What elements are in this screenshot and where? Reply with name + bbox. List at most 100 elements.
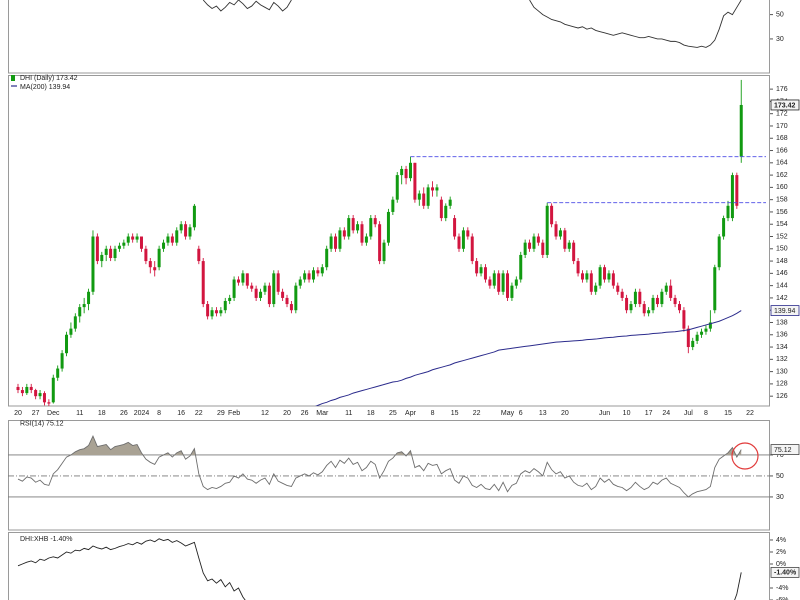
panel-frame bbox=[8, 0, 770, 74]
candle-body bbox=[38, 393, 42, 397]
candle-body bbox=[360, 224, 364, 243]
candle-body bbox=[47, 402, 51, 404]
candle-body bbox=[378, 224, 382, 262]
x-tick-label: 15 bbox=[451, 410, 459, 417]
candle-body bbox=[206, 304, 210, 317]
panel bbox=[16, 79, 766, 406]
candle-body bbox=[285, 297, 289, 305]
candle-body bbox=[589, 273, 593, 292]
x-tick-label: 10 bbox=[623, 410, 631, 417]
candle-body bbox=[311, 270, 315, 280]
candle-body bbox=[184, 224, 188, 237]
candle-body bbox=[56, 368, 60, 378]
candle-body bbox=[87, 291, 91, 305]
candle-body bbox=[175, 230, 179, 243]
y-tick-label: 142 bbox=[776, 295, 788, 302]
candle-body bbox=[214, 310, 218, 314]
candle-body bbox=[413, 162, 417, 200]
x-tick-label: 29 bbox=[217, 410, 225, 417]
x-tick-label: 27 bbox=[32, 410, 40, 417]
candle-body bbox=[554, 224, 558, 237]
candle-body bbox=[157, 248, 161, 268]
candle-body bbox=[704, 328, 708, 332]
value-tag-box bbox=[770, 99, 800, 111]
candle-body bbox=[395, 175, 399, 200]
y-tick-label: 154 bbox=[776, 221, 788, 228]
candle-body bbox=[109, 248, 113, 259]
y-tick-label: 164 bbox=[776, 160, 788, 167]
panel-title: RSI(14) 75.12 bbox=[20, 420, 64, 427]
candle-body bbox=[153, 267, 157, 271]
candle-body bbox=[245, 273, 249, 286]
candle-body bbox=[342, 230, 346, 237]
moving-average-line bbox=[315, 310, 742, 406]
y-tick-label: 144 bbox=[776, 282, 788, 289]
candle-body bbox=[536, 236, 540, 243]
candle-body bbox=[338, 230, 342, 249]
candle-body bbox=[722, 218, 726, 237]
x-tick-label: 20 bbox=[561, 410, 569, 417]
y-tick-label: 176 bbox=[776, 86, 788, 93]
y-tick-label: 160 bbox=[776, 184, 788, 191]
candle-body bbox=[267, 285, 271, 305]
candle-body bbox=[497, 273, 501, 292]
x-tick-label: 26 bbox=[301, 410, 309, 417]
y-tick-label: 150 bbox=[776, 246, 788, 253]
candle-body bbox=[166, 236, 170, 243]
candle-body bbox=[528, 242, 532, 249]
x-tick-label: 2024 bbox=[134, 410, 150, 417]
legend-entry: MA(200) 139.94 bbox=[20, 84, 70, 91]
candle-body bbox=[647, 310, 651, 314]
candle-body bbox=[700, 331, 704, 335]
candle-body bbox=[735, 175, 739, 206]
candle-body bbox=[655, 297, 659, 305]
candle-body bbox=[117, 245, 121, 249]
y-tick-label: 130 bbox=[776, 368, 788, 375]
value-tag: 75.12 bbox=[774, 447, 792, 454]
candle-body bbox=[620, 291, 624, 298]
candle-body bbox=[603, 267, 607, 280]
candle-body bbox=[197, 248, 201, 262]
y-tick-label: 136 bbox=[776, 332, 788, 339]
candle-body bbox=[263, 285, 267, 292]
candle-body bbox=[356, 224, 360, 231]
candle-body bbox=[461, 230, 465, 249]
candle-body bbox=[651, 297, 655, 311]
candle-body bbox=[382, 242, 386, 262]
indicator-line bbox=[17, 434, 742, 498]
y-tick-label: 156 bbox=[776, 209, 788, 216]
y-tick-label: 168 bbox=[776, 135, 788, 142]
x-tick-label: 22 bbox=[473, 410, 481, 417]
candle-body bbox=[298, 279, 302, 286]
candle-body bbox=[272, 273, 276, 305]
candle-body bbox=[488, 279, 492, 286]
candle-body bbox=[492, 273, 496, 286]
panel bbox=[202, 0, 742, 48]
candle-body bbox=[400, 168, 404, 176]
x-tick-label: 20 bbox=[14, 410, 22, 417]
candle-body bbox=[100, 254, 104, 262]
candle-body bbox=[369, 218, 373, 237]
x-tick-label: 11 bbox=[76, 410, 83, 417]
candle-body bbox=[250, 285, 254, 289]
y-tick-label: 0% bbox=[776, 561, 786, 568]
y-tick-label: 126 bbox=[776, 393, 788, 400]
candle-body bbox=[726, 205, 730, 219]
candle-body bbox=[188, 227, 192, 237]
x-tick-label: 20 bbox=[283, 410, 291, 417]
candle-body bbox=[739, 104, 743, 157]
candle-body bbox=[294, 285, 298, 311]
panel-frame bbox=[8, 532, 770, 600]
candle-body bbox=[660, 291, 664, 305]
x-tick-label: 24 bbox=[662, 410, 670, 417]
candle-body bbox=[316, 270, 320, 274]
candle-body bbox=[585, 273, 589, 280]
candle-body bbox=[351, 218, 355, 231]
candle-body bbox=[669, 285, 673, 298]
candle-body bbox=[532, 236, 536, 249]
value-tag-box bbox=[770, 305, 800, 316]
panel bbox=[17, 538, 742, 600]
panel-frame bbox=[8, 420, 770, 531]
